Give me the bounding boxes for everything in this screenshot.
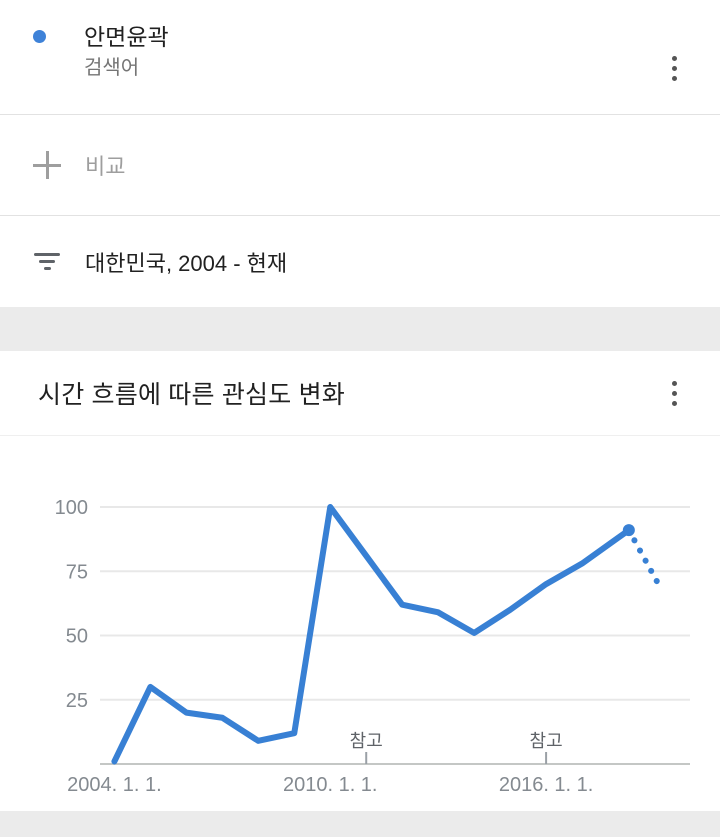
note-label[interactable]: 참고 [530, 731, 563, 751]
y-axis-label: 50 [66, 626, 88, 648]
interest-over-time-card: 시간 흐름에 따른 관심도 변화 25 50 75 100 참고 참고 2004. 1. 1… [0, 351, 720, 811]
note-label[interactable]: 참고 [350, 731, 383, 751]
x-axis-label: 2010. 1. 1. [283, 774, 378, 796]
add-comparison-row[interactable]: 비교 [0, 114, 720, 215]
filter-row[interactable]: 대한민국, 2004 - 현재 [0, 215, 720, 307]
compare-label: 비교 [85, 154, 126, 179]
trend-line[interactable] [111, 504, 632, 765]
filter-icon [33, 251, 61, 273]
kebab-menu-icon [671, 55, 677, 61]
y-axis-label: 25 [66, 690, 88, 712]
kebab-menu-icon [671, 380, 677, 386]
chart-card-header: 시간 흐름에 따른 관심도 변화 [0, 351, 720, 436]
chart-title: 시간 흐름에 따른 관심도 변화 [38, 381, 345, 409]
trend-line-partial[interactable] [625, 527, 665, 593]
filter-label: 대한민국, 2004 - 현재 [85, 250, 288, 276]
term-card[interactable]: 안면윤곽 검색어 [0, 0, 720, 114]
term-menu-button[interactable] [652, 46, 696, 90]
y-axis-label: 100 [55, 497, 88, 519]
term-type-label: 검색어 [84, 57, 140, 79]
term-title: 안면윤곽 [84, 24, 169, 50]
plus-icon [33, 151, 61, 179]
x-axis-label: 2004. 1. 1. [67, 774, 162, 796]
latest-point-marker[interactable] [622, 524, 635, 537]
interest-over-time-chart[interactable]: 25 50 75 100 참고 참고 2004. 1. 1. 2010. 1. 1. 2016.… [0, 436, 720, 811]
search-term-panel: 안면윤곽 검색어 비교 대한민국, 2004 - 현재 [0, 0, 720, 307]
term-color-dot [33, 30, 46, 43]
y-axis-label: 75 [66, 561, 88, 583]
chart-menu-button[interactable] [652, 371, 696, 415]
term-texts: 안면윤곽 검색어 [84, 22, 169, 82]
x-axis-label: 2016. 1. 1. [499, 774, 594, 796]
